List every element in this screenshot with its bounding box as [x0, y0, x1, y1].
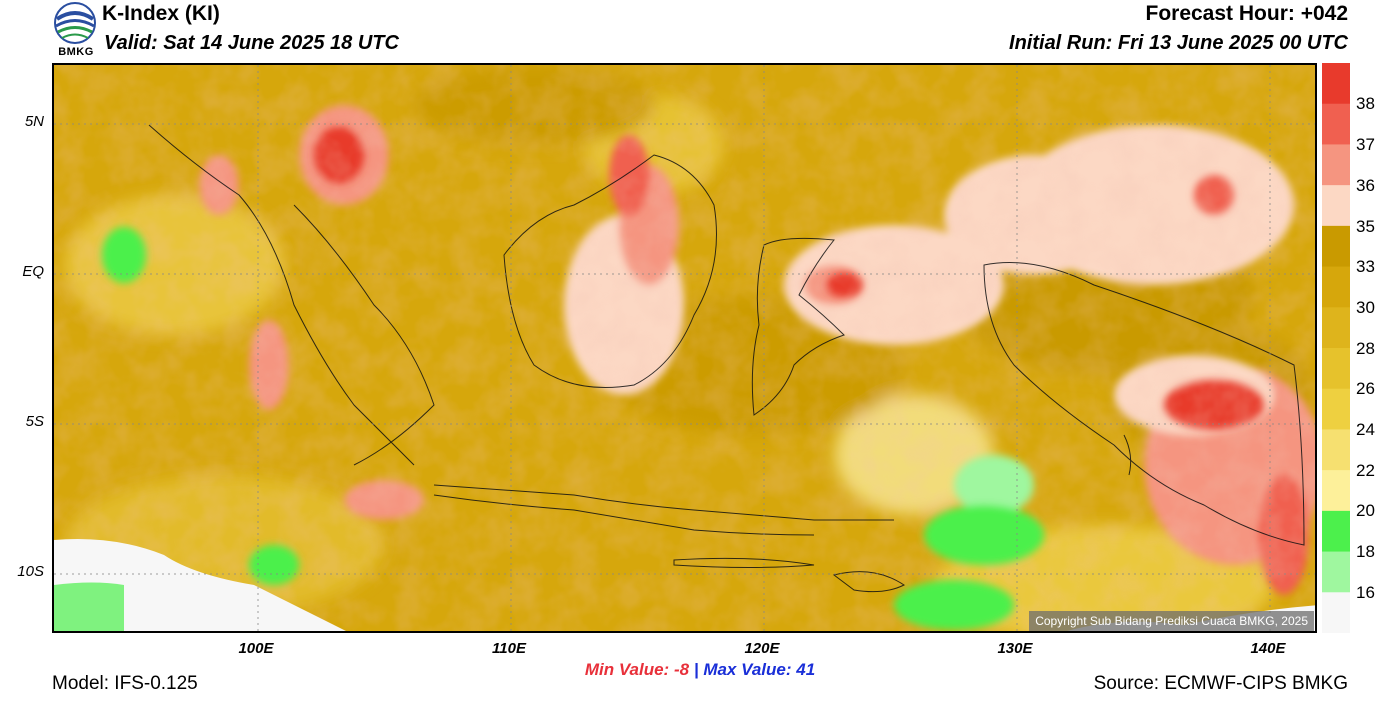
- forecast-hour: Forecast Hour: +042: [1145, 2, 1349, 25]
- max-value-label: Max Value:: [703, 660, 792, 679]
- bmkg-logo: [52, 1, 98, 59]
- colorbar-swatch: [1322, 185, 1350, 227]
- colorbar-swatch: [1322, 510, 1350, 553]
- colorbar-label: 22: [1356, 461, 1375, 480]
- colorbar-label: 16: [1356, 583, 1375, 602]
- colorbar-label: 37: [1356, 135, 1375, 154]
- lat-label-eq: EQ: [22, 263, 44, 280]
- colorbar-swatch: [1322, 429, 1350, 471]
- stats-separator: |: [693, 660, 699, 679]
- lon-label-120e: 120E: [744, 640, 780, 657]
- valid-time: Valid: Sat 14 June 2025 18 UTC: [104, 32, 399, 54]
- lon-label-110e: 110E: [492, 640, 526, 657]
- lon-label-130e: 130E: [997, 640, 1033, 657]
- bmkg-logo-icon: [54, 2, 96, 44]
- colorbar-label: 30: [1356, 298, 1375, 317]
- min-max-values: Min Value: -8 | Max Value: 41: [0, 660, 1400, 680]
- colorbar-label: 26: [1356, 379, 1375, 398]
- lat-label-5s: 5S: [25, 413, 44, 430]
- initial-run: Initial Run: Fri 13 June 2025 00 UTC: [1009, 32, 1348, 54]
- copyright-notice: Copyright Sub Bidang Prediksi Cuaca BMKG…: [1029, 611, 1314, 631]
- colorbar-label: 36: [1356, 176, 1375, 195]
- colorbar-swatch: [1322, 225, 1350, 268]
- k-index-map: [52, 63, 1317, 633]
- lon-label-100e: 100E: [238, 640, 274, 657]
- colorbar-swatch: [1322, 348, 1350, 390]
- min-value: -8: [673, 660, 690, 679]
- colorbar-label: 35: [1356, 217, 1375, 236]
- lat-label-5n: 5N: [24, 113, 44, 130]
- colorbar-label: 18: [1356, 542, 1375, 561]
- colorbar-swatch: [1322, 144, 1350, 186]
- colorbar-swatch: [1322, 307, 1350, 349]
- logo-text: BMKG: [58, 46, 94, 58]
- colorbar-swatch: [1322, 551, 1350, 593]
- colorbar-swatches: [1322, 63, 1350, 634]
- colorbar-label: 33: [1356, 257, 1375, 276]
- colorbar: [1322, 63, 1350, 634]
- map-field: [54, 65, 1315, 631]
- colorbar-label: 28: [1356, 339, 1375, 358]
- colorbar-label: 24: [1356, 420, 1375, 439]
- colorbar-swatch: [1322, 388, 1350, 430]
- colorbar-swatch: [1322, 103, 1350, 145]
- map-title: K-Index (KI): [102, 2, 220, 25]
- colorbar-label: 20: [1356, 501, 1375, 520]
- min-value-label: Min Value:: [584, 660, 670, 679]
- lat-label-10s: 10S: [17, 563, 44, 580]
- colorbar-swatch: [1322, 470, 1350, 512]
- source-info: Source: ECMWF-CIPS BMKG: [1093, 673, 1348, 694]
- colorbar-swatch: [1322, 592, 1350, 634]
- colorbar-label: 38: [1356, 94, 1375, 113]
- lon-label-140e: 140E: [1250, 640, 1286, 657]
- colorbar-swatch: [1322, 266, 1350, 308]
- colorbar-swatch: [1322, 63, 1350, 105]
- max-value: 41: [796, 660, 816, 679]
- model-info: Model: IFS-0.125: [52, 673, 198, 694]
